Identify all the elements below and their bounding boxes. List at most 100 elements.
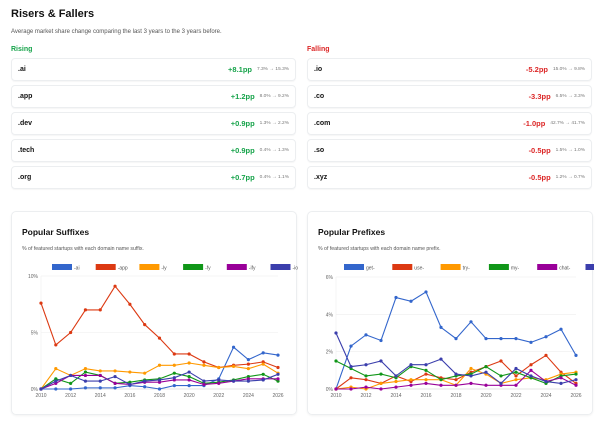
data-point [246,377,250,381]
data-point [514,366,518,371]
prefix-chart-card: Popular Prefixes % of featured startups … [307,211,594,415]
data-point [217,365,221,370]
data-point [172,352,176,356]
page-subtitle: Average market share change comparing th… [11,29,222,35]
data-point [379,359,383,363]
rising-item[interactable]: .tech +0.9pp 0.4% → 1.3% [11,139,296,162]
y-tick-label: 10% [28,274,39,280]
share-range: 0.4% → 1.1% [259,175,289,180]
data-point [484,337,488,341]
data-point [424,290,428,294]
data-point [113,381,117,385]
domain-name: .com [314,120,331,127]
legend-swatch [52,264,72,270]
chart-title: Popular Prefixes [318,227,386,237]
data-point [454,372,458,376]
share-range: 1.5% → 1.0% [555,148,585,153]
data-point [128,302,132,306]
x-tick-label: 2010 [35,393,46,399]
legend-label: -fy [205,266,211,272]
rising-item[interactable]: .dev +0.9pp 1.3% → 2.2% [11,112,296,135]
legend-swatch [270,264,291,270]
x-tick-label: 2020 [480,393,491,399]
data-point [39,387,43,391]
data-point [231,364,236,368]
change-value: -1.0pp [523,119,546,128]
rising-item[interactable]: .app +1.2pp 8.0% → 9.2% [11,85,296,108]
rising-item[interactable]: .org +0.7pp 0.4% → 1.1% [11,166,296,189]
data-point [54,387,58,391]
legend-label: -ify [249,266,256,272]
data-point [187,370,191,374]
domain-name: .ai [18,66,26,73]
data-point [334,359,338,363]
data-point [349,365,353,369]
x-tick-label: 2018 [450,393,461,399]
data-point [514,370,518,374]
domain-name: .app [18,93,33,100]
data-point [454,383,458,387]
chart-subtitle: % of featured startups with each domain … [318,246,441,252]
data-point [409,299,413,303]
x-tick-label: 2012 [65,393,76,399]
data-point [217,378,221,382]
data-point [469,366,473,371]
falling-item[interactable]: .co -3.3pp 6.5% → 3.3% [307,85,592,108]
data-point [83,386,88,390]
data-point [484,370,488,374]
data-point [172,378,176,382]
x-tick-label: 2012 [360,393,371,399]
data-point [187,352,191,356]
data-point [69,381,73,385]
legend-label: -io [293,266,299,272]
data-point [394,379,398,384]
data-point [98,379,102,383]
legend-label: -ly [161,266,167,272]
data-point [364,385,368,389]
data-point [349,376,353,380]
data-point [424,368,428,372]
falling-item[interactable]: .xyz -0.5pp 1.2% → 0.7% [307,166,592,189]
data-point [484,383,488,387]
data-point [217,381,221,385]
data-point [54,381,58,385]
change-value: +8.1pp [228,65,252,74]
falling-item[interactable]: .so -0.5pp 1.5% → 1.0% [307,139,592,162]
data-point [409,378,413,382]
x-tick-label: 2024 [243,393,254,399]
data-point [261,360,265,364]
data-point [69,373,73,378]
legend-swatch [344,264,364,270]
data-point [246,374,250,379]
legend-label: my- [511,266,520,272]
data-point [246,358,250,362]
data-point [499,337,503,341]
falling-item[interactable]: .io -5.2pp 15.0% → 9.8% [307,58,592,81]
domain-name: .co [314,93,325,100]
data-point [394,374,398,378]
data-point [143,385,147,389]
data-point [424,372,428,376]
share-range: 6.5% → 3.3% [555,94,585,99]
rising-item[interactable]: .ai +8.1pp 7.3% → 15.3% [11,58,296,81]
data-point [364,363,368,367]
data-point [394,295,398,300]
change-value: +0.9pp [230,146,255,155]
data-point [157,336,162,340]
data-point [424,363,428,367]
data-point [559,376,563,380]
data-point [143,379,147,383]
data-point [231,379,236,383]
legend-label: use- [414,266,424,272]
data-point [54,377,58,381]
data-point [276,365,280,370]
suffix-chart: -ai -app -ly -fy -ify -io 0% 5% 10% 2010 2012 2014 2… [28,264,299,399]
share-range: 42.7% → 41.7% [550,121,585,126]
falling-item[interactable]: .com -1.0pp 42.7% → 41.7% [307,112,592,135]
data-point [246,362,250,366]
data-point [246,367,250,371]
data-point [172,371,176,375]
data-point [231,345,236,349]
data-point [39,301,43,305]
legend-swatch [440,264,461,270]
